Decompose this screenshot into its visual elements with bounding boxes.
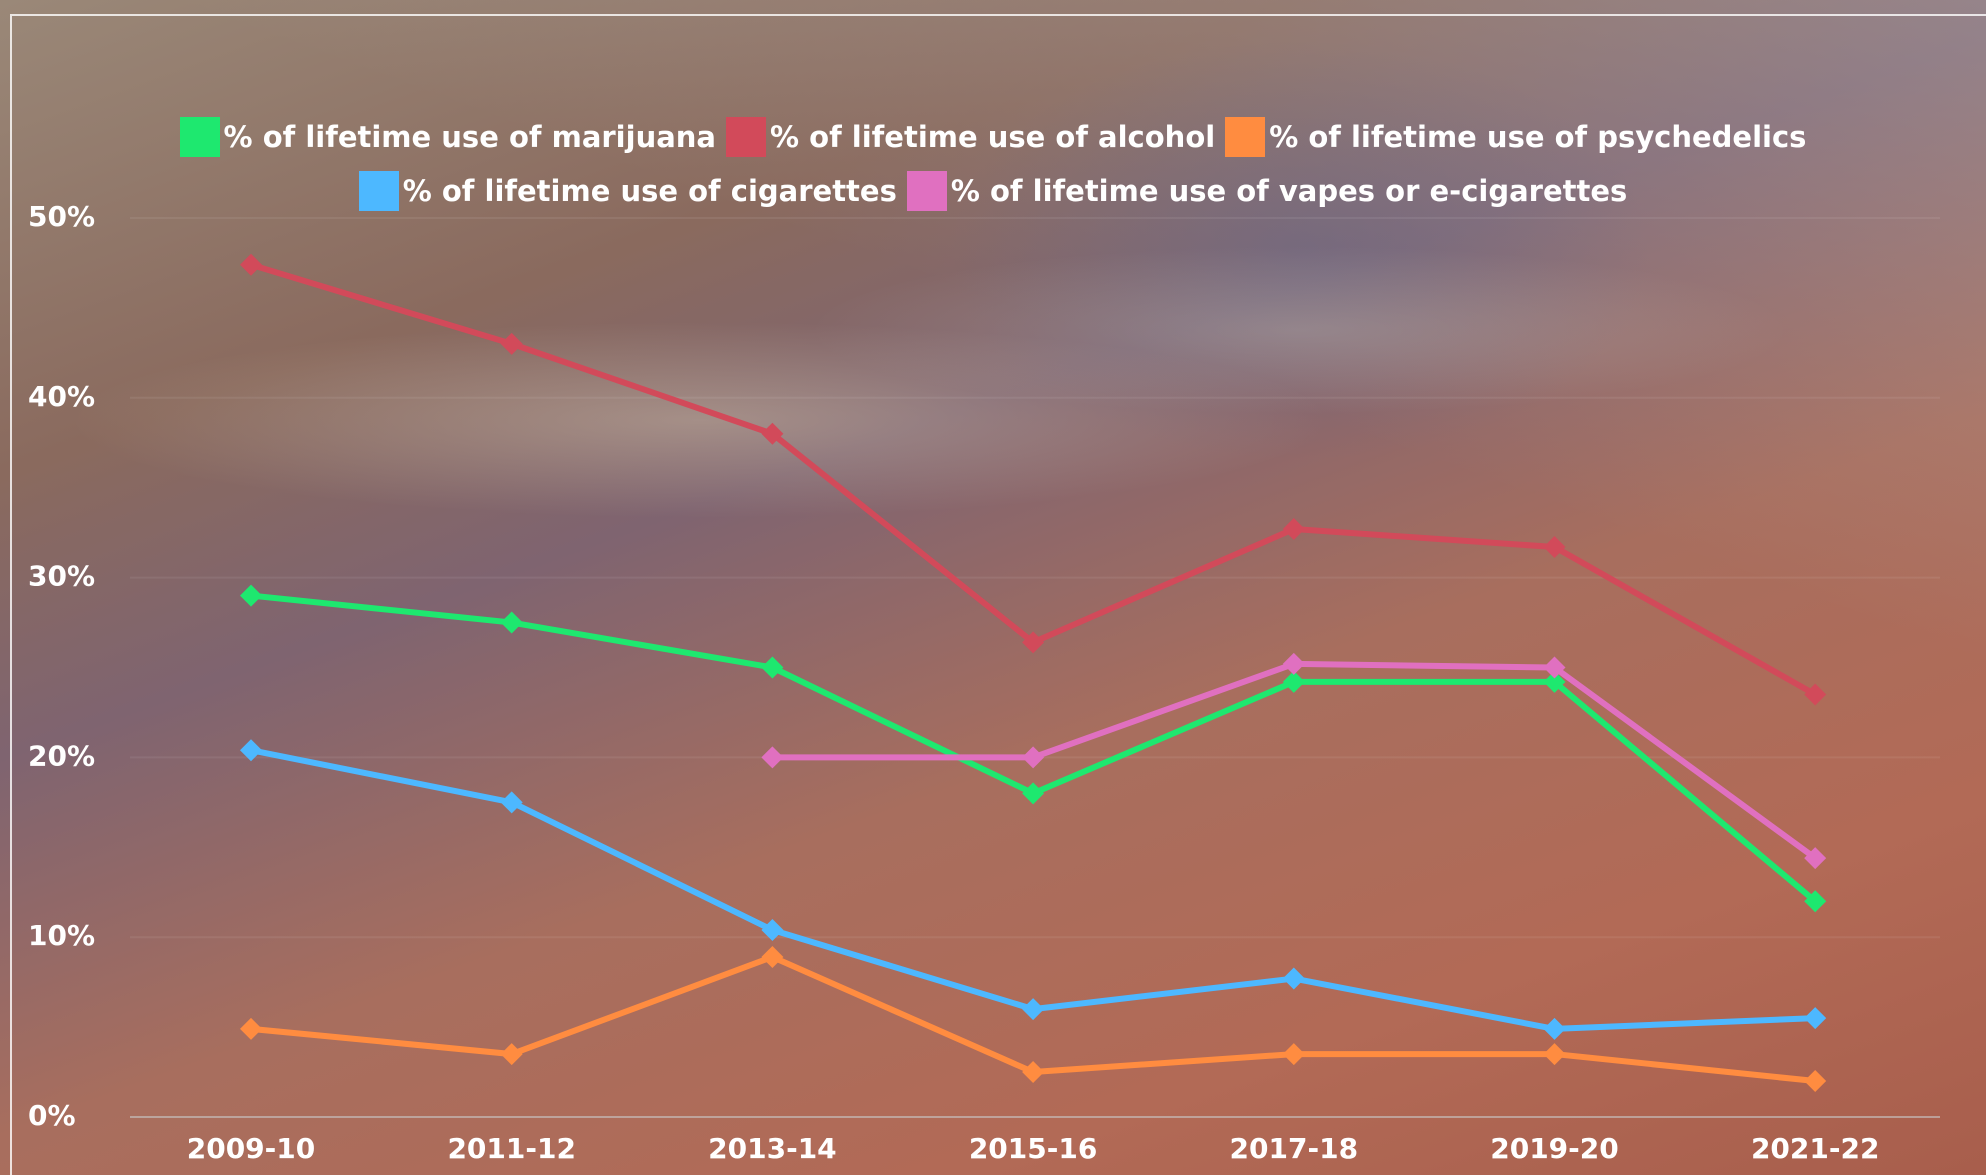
series-line [772,664,1815,858]
data-point [761,657,783,679]
legend-item: % of lifetime use of marijuana [180,117,716,157]
x-tick-label: 2019-20 [1490,1132,1619,1165]
data-point [1283,1043,1305,1065]
data-point [240,254,262,276]
data-point [1022,746,1044,768]
y-tick-label: 30% [28,560,95,593]
y-tick-label: 20% [28,739,95,772]
data-point [1283,653,1305,675]
data-point [1804,1070,1826,1092]
legend-item: % of lifetime use of alcohol [726,117,1215,157]
data-point [1022,998,1044,1020]
legend-label: % of lifetime use of marijuana [224,120,716,154]
data-point [1022,782,1044,804]
legend-label: % of lifetime use of alcohol [770,120,1215,154]
data-point [240,1018,262,1040]
data-point [240,585,262,607]
x-tick-label: 2013-14 [708,1132,837,1165]
data-point [1544,1018,1566,1040]
data-point [1804,1007,1826,1029]
legend-swatch [180,117,220,157]
data-point [761,946,783,968]
series-line [251,265,1815,695]
data-point [501,1043,523,1065]
legend-item: % of lifetime use of cigarettes [359,171,897,211]
legend-row: % of lifetime use of marijuana % of lifet… [0,110,1986,164]
data-point [501,791,523,813]
legend-row: % of lifetime use of cigarettes % of life… [0,164,1986,218]
x-tick-label: 2017-18 [1230,1132,1359,1165]
x-tick-label: 2011-12 [447,1132,576,1165]
legend-label: % of lifetime use of psychedelics [1269,120,1806,154]
x-tick-label: 2021-22 [1751,1132,1880,1165]
data-point [501,333,523,355]
data-point [1022,1061,1044,1083]
y-tick-label: 0% [28,1099,76,1132]
y-tick-label: 40% [28,380,95,413]
data-point [761,746,783,768]
legend-swatch [1225,117,1265,157]
data-point [501,612,523,634]
page: 0%10%20%30%40%50%2009-102011-122013-1420… [0,0,1986,1175]
legend-swatch [907,171,947,211]
x-tick-label: 2009-10 [187,1132,316,1165]
legend-label: % of lifetime use of vapes or e-cigarett… [951,174,1627,208]
legend-item: % of lifetime use of vapes or e-cigarett… [907,171,1627,211]
data-point [1544,1043,1566,1065]
x-tick-label: 2015-16 [969,1132,1098,1165]
legend-swatch [726,117,766,157]
data-point [1283,968,1305,990]
data-point [1283,518,1305,540]
legend-label: % of lifetime use of cigarettes [403,174,897,208]
legend-swatch [359,171,399,211]
legend: % of lifetime use of marijuana % of lifet… [0,110,1986,218]
y-tick-label: 10% [28,919,95,952]
legend-item: % of lifetime use of psychedelics [1225,117,1806,157]
